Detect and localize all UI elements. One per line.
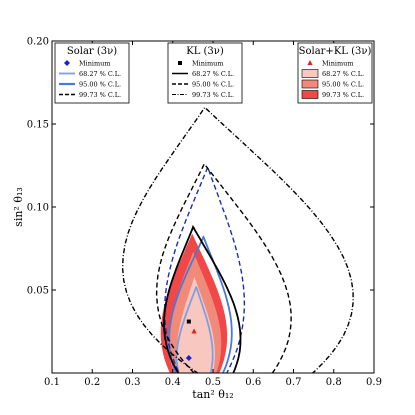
y-tick-label: 0.10 (27, 203, 49, 214)
legend-swatch (301, 69, 319, 78)
contour-6 (163, 224, 242, 373)
contour-5 (163, 165, 246, 373)
legends: Solar (3ν) Minimum 68.27 % C.L. 95.00 % C.L… (54, 42, 373, 104)
combined-minimum-marker (191, 328, 197, 334)
legend-entry: 99.73 % C.L. (322, 91, 364, 99)
contour-7 (155, 162, 292, 373)
legend-swatch (301, 79, 319, 89)
legend-entry: Minimum (79, 59, 111, 67)
x-tick-label: 0.6 (245, 377, 261, 388)
y-axis-title: sin² θ₁₃ (12, 187, 25, 227)
kl-minimum-marker (186, 319, 191, 324)
contour-3 (175, 286, 214, 373)
legend-title: Solar+KL (3ν) (299, 46, 372, 57)
y-tick-label: 0.15 (27, 120, 49, 131)
legend-entry: 95.00 % C.L. (79, 80, 121, 88)
legend-title: Solar (3ν) (67, 46, 117, 57)
legend-entry: 99.73 % C.L. (79, 91, 121, 99)
legend-entry: 68.27 % C.L. (322, 70, 364, 78)
y-tick-label: 0.05 (27, 286, 49, 297)
legend-top-right: Solar+KL (3ν) Minimum 68.27 % C.L. 95.00 % … (297, 42, 373, 104)
x-tick-label: 0.3 (125, 377, 141, 388)
x-tick-label: 0.4 (165, 377, 181, 388)
contour-layer (121, 106, 354, 373)
legend-top-left: Solar (3ν) Minimum 68.27 % C.L. 95.00 % C.L… (54, 42, 130, 104)
x-tick-label: 0.8 (326, 377, 342, 388)
legend-title: KL (3ν) (186, 46, 224, 57)
legend-entry: 99.73 % C.L. (192, 91, 234, 99)
legend-swatch (178, 61, 182, 65)
x-tick-label: 0.2 (84, 377, 100, 388)
x-tick-label: 0.1 (44, 377, 60, 388)
legend-entry: Minimum (192, 59, 224, 67)
x-tick-label: 0.5 (205, 377, 221, 388)
y-tick-label: 0.20 (27, 37, 49, 48)
legend-swatch (307, 60, 313, 65)
legend-swatch (301, 90, 319, 99)
legend-entry: 68.27 % C.L. (192, 70, 234, 78)
x-axis-title: tan² θ₁₂ (192, 388, 233, 401)
solar-minimum-marker (185, 355, 192, 362)
contour-8 (121, 106, 354, 373)
axis-ticks: 0.1 0.2 0.3 0.4 0.5 0.6 0.7 0.8 0.9 0.05 0.10 0.15 0… (27, 37, 382, 389)
legend-swatch (64, 60, 70, 66)
legend-entry: 95.00 % C.L. (322, 80, 364, 88)
x-tick-label: 0.9 (366, 377, 382, 388)
legend-entry: Minimum (322, 59, 354, 67)
x-tick-label: 0.7 (286, 377, 302, 388)
contour-2 (176, 276, 215, 373)
legend-entry: 68.27 % C.L. (79, 70, 121, 78)
minima-layer (185, 319, 197, 362)
legend-entry: 95.00 % C.L. (192, 80, 234, 88)
legend-top-center: KL (3ν) Minimum 68.27 % C.L. 95.00 % C.L. 99… (167, 42, 243, 104)
